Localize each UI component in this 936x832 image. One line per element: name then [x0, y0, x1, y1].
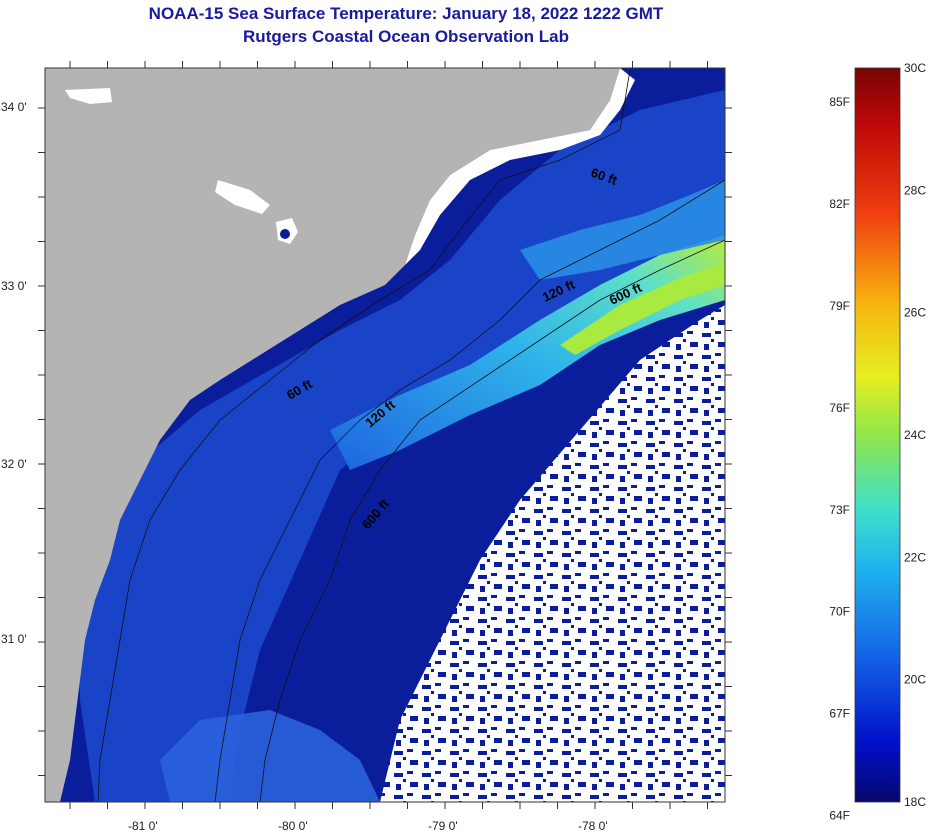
cloud-cover — [380, 305, 725, 802]
lon-label: -80 0' — [278, 819, 308, 832]
map-frame — [44, 67, 726, 803]
lat-label: 33 0' — [1, 279, 27, 293]
title-line-2: Rutgers Coastal Ocean Observation Lab — [243, 27, 569, 46]
lake — [280, 229, 290, 239]
fahrenheit-label: 79F — [829, 299, 850, 313]
celsius-label: 30C — [904, 61, 926, 75]
celsius-label: 24C — [904, 428, 926, 442]
lat-label: 32 0' — [1, 457, 27, 471]
map-ticks — [38, 61, 732, 809]
fahrenheit-labels: 85F 82F 79F 76F 73F 70F 67F 64F — [829, 95, 850, 823]
lake — [65, 88, 112, 104]
gulf-stream-band — [330, 235, 725, 470]
colorbar: 85F 82F 79F 76F 73F 70F 67F 64F 30C 28C 26C 24C 22C… — [829, 61, 926, 823]
fahrenheit-label: 70F — [829, 605, 850, 619]
lon-label: -79 0' — [428, 819, 458, 832]
lat-label: 34 0' — [1, 100, 27, 114]
bathymetry-contours — [97, 69, 725, 802]
title-line-1: NOAA-15 Sea Surface Temperature: January… — [148, 4, 664, 23]
fahrenheit-label: 73F — [829, 503, 850, 517]
land-area — [45, 68, 620, 802]
celsius-label: 22C — [904, 550, 926, 564]
lon-label: -81 0' — [128, 819, 158, 832]
contour-600ft — [259, 239, 725, 802]
celsius-labels: 30C 28C 26C 24C 22C 20C 18C — [904, 61, 926, 809]
celsius-label: 28C — [904, 183, 926, 197]
sst-map: 60 ft 120 ft 600 ft 60 ft 120 ft 600 ft … — [1, 61, 732, 832]
lat-label: 31 0' — [1, 632, 27, 646]
contour-60ft — [97, 69, 631, 802]
lake — [215, 180, 270, 214]
fahrenheit-label: 85F — [829, 95, 850, 109]
contour-120ft — [214, 179, 725, 802]
celsius-label: 26C — [904, 306, 926, 320]
gulf-stream-core — [560, 262, 725, 355]
fahrenheit-label: 64F — [829, 809, 850, 823]
fahrenheit-label: 76F — [829, 401, 850, 415]
fahrenheit-label: 67F — [829, 707, 850, 721]
lon-label: -78 0' — [578, 819, 608, 832]
celsius-label: 18C — [904, 795, 926, 809]
south-warm-patch — [160, 710, 380, 802]
colorbar-gradient — [854, 67, 901, 803]
fahrenheit-label: 82F — [829, 197, 850, 211]
gulf-stream-upper — [520, 180, 725, 280]
celsius-label: 20C — [904, 673, 926, 687]
